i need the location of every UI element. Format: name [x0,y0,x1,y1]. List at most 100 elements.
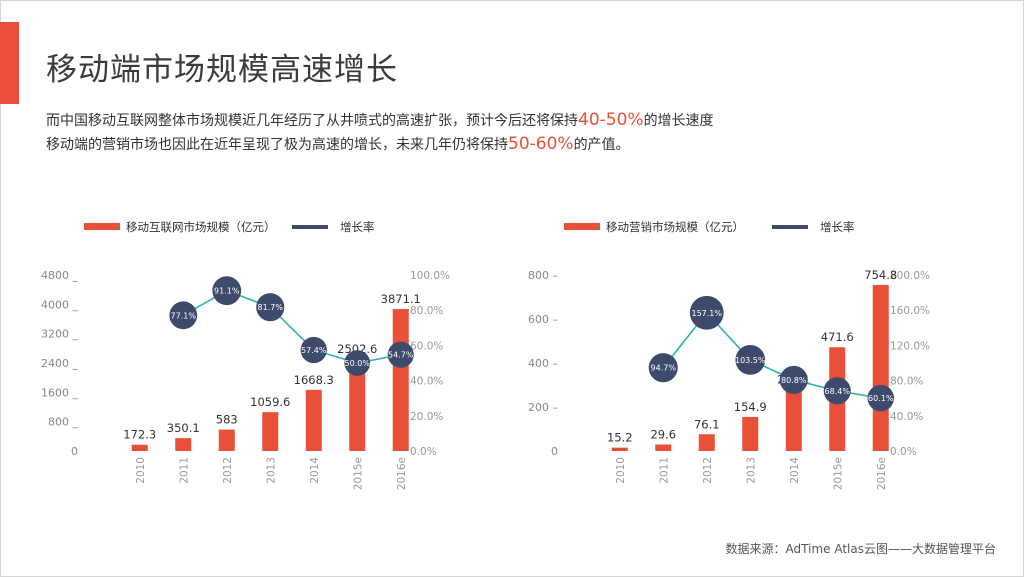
bar-value-label: 154.9 [734,400,767,414]
growth-label: 91.1% [214,287,240,296]
legend-bar-swatch [564,223,600,230]
x-tick-label: 2010 [135,457,147,484]
bar-value-label: 350.1 [167,421,200,435]
y2-tick-label: 120.0% [890,340,930,352]
x-tick-label: 2015e [352,457,364,490]
y2-tick-label: 60.0% [410,340,443,352]
description-line-1-highlight: 40-50% [578,110,644,130]
legend-line-label: 增长率 [340,220,375,234]
growth-label: 68.4% [825,387,851,396]
y-tick-label: 4800 _ [41,269,78,282]
legend-bar-swatch [84,223,120,230]
growth-label: 50.0% [345,359,371,368]
y-tick-label: 1600 _ [41,386,78,399]
x-tick-label: 2014 [789,457,801,484]
accent-bar [0,22,19,104]
bar [218,429,235,451]
growth-label: 94.7% [651,364,677,373]
bar-value-label: 754.8 [864,268,897,282]
bar [655,444,672,451]
x-tick-label: 2010 [615,457,627,484]
bar [305,389,322,451]
bar [872,284,889,451]
growth-bubble [256,293,285,322]
growth-label: 103.5% [735,356,766,365]
bar-value-label: 471.6 [821,330,854,344]
data-source: 数据来源：AdTime Atlas云图——大数据管理平台 [725,542,996,556]
description-line-2-suffix: 的产值。 [573,137,630,153]
y2-tick-label: 100.0% [410,270,450,282]
y2-tick-label: 0.0% [890,446,917,458]
y2-tick-label: 40.0% [410,376,443,388]
legend-bar-label: 移动互联网市场规模（亿元） [126,220,276,234]
x-tick-label: 2011 [178,457,190,484]
bar-value-label: 1668.3 [294,373,334,387]
x-tick-label: 2016e [876,457,888,490]
growth-bubble [823,377,851,405]
growth-bubble [735,345,766,375]
bar-value-label: 3871.1 [381,292,421,306]
y-tick-label: 600 – [528,313,558,326]
bar [349,359,366,451]
y2-tick-label: 200.0% [890,270,930,282]
growth-label: 77.1% [171,311,197,320]
growth-label: 81.7% [258,303,284,312]
growth-label: 157.1% [691,309,722,318]
bar [175,438,192,451]
bar-value-label: 76.1 [694,417,720,431]
bar-value-label: 1059.6 [250,395,290,409]
x-tick-label: 2014 [309,457,321,484]
growth-bubble [300,336,327,364]
y2-tick-label: 0.0% [410,446,437,458]
growth-label: 80.8% [781,376,807,385]
y2-tick-label: 20.0% [410,411,443,423]
bar [742,416,759,451]
legend-line-label: 增长率 [820,220,855,234]
bar-value-label: 29.6 [650,427,676,441]
y2-tick-label: 160.0% [890,305,930,317]
page-title: 移动端市场规模高速增长 [46,52,398,88]
y-tick-label: 0 [71,445,78,458]
bar [611,447,628,451]
bar-value-label: 172.3 [123,428,156,442]
growth-label: 54.7% [388,351,414,360]
growth-bubble [689,295,724,330]
bar-value-label: 2502.6 [337,342,377,356]
legend-bar-label: 移动营销市场规模（亿元） [606,220,744,234]
mobile-internet-market-chart: 移动互联网市场规模（亿元） 增长率 0 800 _ 1600 _ 2400 _ 3200 _… [41,220,450,490]
y-tick-label: 3200 _ [41,328,78,341]
mobile-marketing-market-chart: 移动营销市场规模（亿元） 增长率 0 200 – 400 – 600 – 800 – 0.0%… [528,220,930,490]
x-tick-label: 2012 [222,457,234,484]
growth-label: 60.1% [868,394,894,403]
description-line-2-text: 移动端的营销市场也因此在近年呈现了极为高速的增长，未来几年仍将保持 [46,137,508,153]
growth-bubble [169,301,198,330]
description-line-1: 而中国移动互联网整体市场规模近几年经历了从井喷式的高速扩张，预计今后还将保持40… [46,110,714,130]
x-tick-label: 2012 [702,457,714,484]
y-tick-label: 200 – [528,401,558,414]
x-tick-label: 2011 [658,457,670,484]
bar [785,389,802,451]
description-line-2: 移动端的营销市场也因此在近年呈现了极为高速的增长，未来几年仍将保持50-60%的… [46,134,630,154]
growth-bubble [387,341,414,368]
bar [262,412,279,451]
growth-bubble [867,384,895,412]
growth-label: 57.4% [301,346,327,355]
x-tick-label: 2015e [832,457,844,490]
growth-bubble [779,365,808,394]
growth-bubble [648,353,678,383]
x-tick-label: 2013 [265,457,277,484]
bar-value-label: 583 [216,413,238,427]
y-tick-label: 400 – [528,357,558,370]
y2-tick-label: 40.0% [890,411,923,423]
y2-tick-label: 80.0% [410,305,443,317]
legend-line-swatch [772,225,808,229]
description-line-1-suffix: 的增长速度 [643,113,714,129]
description-line-2-highlight: 50-60% [508,134,574,154]
growth-bubble [344,350,371,376]
description-line-1-text: 而中国移动互联网整体市场规模近几年经历了从井喷式的高速扩张，预计今后还将保持 [46,113,578,129]
bar [392,309,409,451]
growth-bubble [212,276,242,306]
y-tick-label: 800 _ [48,416,78,429]
y-tick-label: 4000 _ [41,298,78,311]
bar-value-label: 15.2 [607,431,633,445]
